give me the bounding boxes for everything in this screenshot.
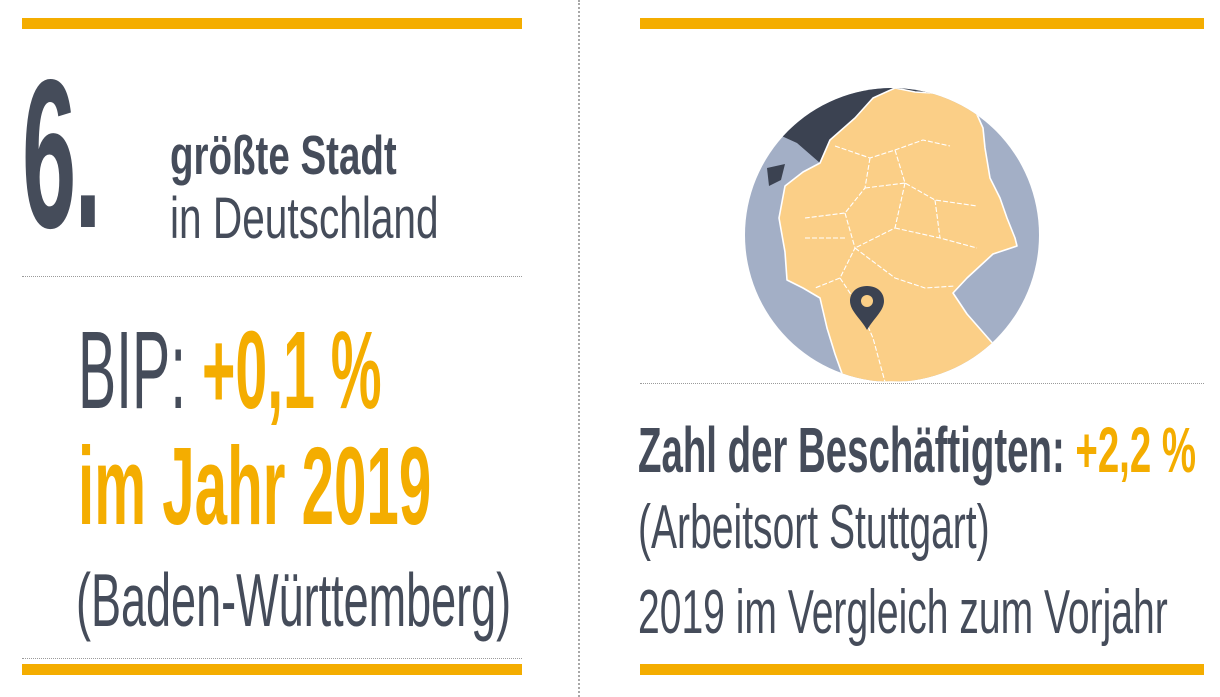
divider-right bbox=[640, 383, 1204, 384]
divider-bottom-left bbox=[22, 658, 522, 659]
gdp-label: BIP: bbox=[78, 309, 187, 432]
rank-number: 6. bbox=[22, 35, 101, 272]
bottom-accent-bar-right bbox=[640, 664, 1204, 675]
location-pin-icon bbox=[850, 286, 884, 330]
employment-comparison: 2019 im Vergleich zum Vorjahr bbox=[638, 578, 1168, 647]
rank-title: größte Stadt bbox=[170, 124, 397, 186]
rank-subtitle: in Deutschland bbox=[170, 186, 439, 251]
gdp-value: +0,1 % bbox=[201, 309, 382, 432]
top-accent-bar-left bbox=[22, 18, 522, 29]
sea-inlet bbox=[767, 164, 785, 186]
employment-statistic: Zahl der Beschäftigten: +2,2 % bbox=[638, 418, 1220, 482]
divider-left bbox=[22, 276, 522, 277]
bottom-accent-bar-left bbox=[22, 664, 522, 675]
germany-map bbox=[745, 88, 1039, 382]
employment-label: Zahl der Beschäftigten: bbox=[638, 414, 1065, 486]
employment-value: +2,2 % bbox=[1075, 414, 1197, 486]
gdp-statistic: BIP: +0,1 % bbox=[78, 316, 662, 426]
employment-scope: (Arbeitsort Stuttgart) bbox=[638, 493, 990, 562]
column-divider bbox=[578, 0, 580, 697]
gdp-region: (Baden-Württemberg) bbox=[76, 558, 512, 642]
top-accent-bar-right bbox=[640, 18, 1204, 29]
gdp-year: im Jahr 2019 bbox=[78, 425, 432, 548]
